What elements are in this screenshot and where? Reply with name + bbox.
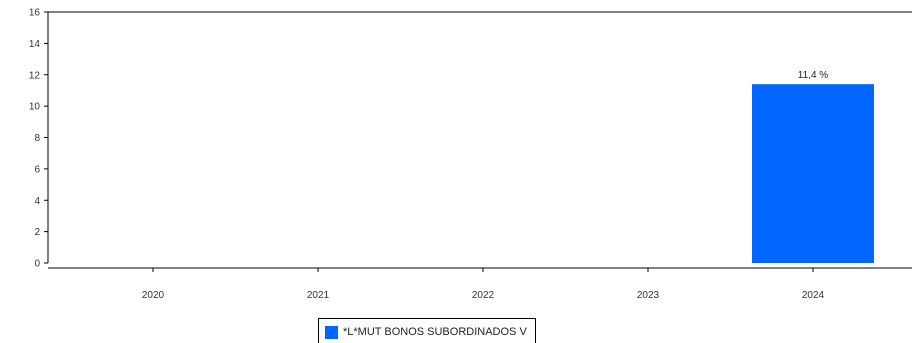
bar-value-label: 11,4 % [798, 70, 828, 81]
y-tick-label: 0 [34, 259, 40, 270]
x-axis: 2020 2021 2022 2023 2024 [48, 267, 912, 301]
y-axis: 0 2 4 6 8 10 12 14 16 [29, 8, 912, 270]
x-tick-label: 2020 [142, 290, 165, 301]
y-tick-label: 14 [29, 39, 41, 50]
y-tick-label: 6 [34, 164, 40, 175]
y-tick-label: 16 [29, 8, 41, 19]
y-tick-label: 12 [29, 70, 41, 81]
x-tick-label: 2021 [307, 290, 330, 301]
x-tick-label: 2023 [637, 290, 660, 301]
y-tick-label: 4 [34, 196, 40, 207]
bar-2024 [752, 84, 874, 263]
y-tick-label: 8 [34, 133, 40, 144]
x-tick-label: 2024 [802, 290, 825, 301]
x-tick-label: 2022 [472, 290, 495, 301]
y-tick-label: 2 [34, 227, 40, 238]
legend-swatch [325, 326, 338, 339]
bars [752, 84, 874, 263]
y-tick-label: 10 [29, 102, 41, 113]
legend: *L*MUT BONOS SUBORDINADOS V [318, 318, 536, 343]
data-labels: 11,4 % [798, 70, 828, 81]
legend-label: *L*MUT BONOS SUBORDINADOS V [343, 326, 527, 338]
